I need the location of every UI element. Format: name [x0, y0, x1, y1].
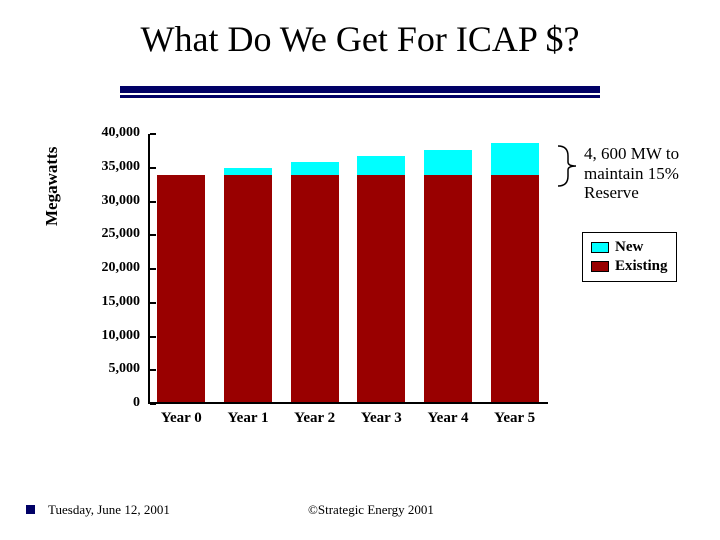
plot-border [148, 134, 548, 404]
xtick-label: Year 0 [148, 410, 215, 427]
footer-marker-icon [26, 505, 35, 514]
legend-label-existing: Existing [615, 258, 668, 275]
xtick-label: Year 1 [215, 410, 282, 427]
legend-item-new: New [591, 239, 668, 256]
title-underline [120, 86, 600, 98]
ytick-label: 0 [80, 395, 140, 411]
slide: What Do We Get For ICAP $? Megawatts 0 5,… [0, 0, 720, 540]
ytick-label: 25,000 [80, 226, 140, 242]
footer-copyright: ©Strategic Energy 2001 [308, 502, 434, 518]
legend: New Existing [582, 232, 677, 282]
ytick-label: 5,000 [80, 361, 140, 377]
footer-date: Tuesday, June 12, 2001 [48, 502, 170, 518]
xtick-label: Year 4 [415, 410, 482, 427]
ytick-label: 10,000 [80, 328, 140, 344]
title-wrap: What Do We Get For ICAP $? [0, 18, 720, 60]
legend-swatch-existing [591, 261, 609, 272]
xtick-label: Year 2 [281, 410, 348, 427]
callout-brace-icon [556, 144, 580, 188]
legend-swatch-new [591, 242, 609, 253]
xtick-label: Year 3 [348, 410, 415, 427]
footer: Tuesday, June 12, 2001 ©Strategic Energy… [48, 502, 672, 518]
ytick-label: 40,000 [80, 125, 140, 141]
ytick-label: 30,000 [80, 193, 140, 209]
xtick-label: Year 5 [481, 410, 548, 427]
plot-area [148, 134, 548, 404]
ytick-label: 15,000 [80, 294, 140, 310]
chart: Megawatts 05,00010,00015,00020,00025,000… [48, 130, 558, 450]
callout-text: 4, 600 MW to maintain 15% Reserve [584, 144, 704, 203]
ytick-label: 20,000 [80, 260, 140, 276]
yaxis-title: Megawatts [42, 147, 62, 226]
ytick-label: 35,000 [80, 159, 140, 175]
slide-title: What Do We Get For ICAP $? [0, 18, 720, 60]
legend-label-new: New [615, 239, 643, 256]
legend-item-existing: Existing [591, 258, 668, 275]
